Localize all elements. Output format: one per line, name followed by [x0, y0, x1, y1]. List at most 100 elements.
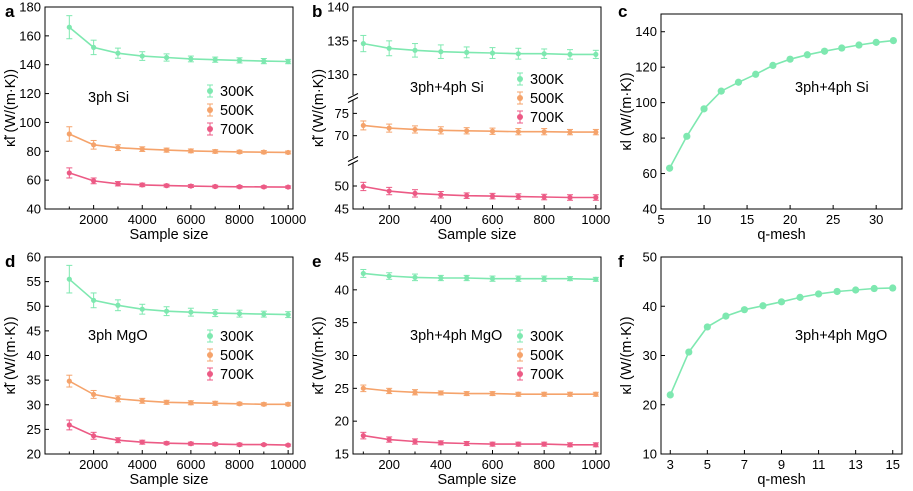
data-point — [261, 184, 267, 190]
panel-label: b — [312, 2, 322, 21]
data-point — [567, 51, 573, 57]
y-tick-label: 40 — [643, 299, 657, 314]
data-point — [515, 441, 521, 447]
x-tick-label: 1000 — [581, 212, 610, 227]
data-point — [515, 391, 521, 397]
legend-marker — [517, 352, 523, 358]
data-point — [115, 302, 121, 308]
data-point — [489, 441, 496, 447]
data-point — [703, 323, 711, 331]
y-tick-label: 50 — [27, 299, 41, 314]
legend-marker — [207, 352, 213, 358]
panel-annotation: 3ph+4ph MgO — [795, 328, 887, 344]
x-tick-label: 800 — [533, 212, 555, 227]
series-300K — [360, 268, 599, 282]
data-point — [593, 442, 599, 448]
data-point — [717, 87, 725, 95]
panel-label: d — [5, 252, 15, 271]
data-point — [489, 390, 496, 397]
y-tick-label: 75 — [335, 106, 349, 121]
data-point — [438, 192, 444, 198]
x-tick-label: 15 — [740, 212, 754, 227]
data-point — [163, 308, 170, 314]
data-point — [115, 437, 121, 443]
panel-annotation: 3ph MgO — [88, 328, 148, 344]
data-point — [360, 183, 366, 190]
legend-label: 300K — [220, 84, 254, 100]
data-point — [489, 276, 496, 282]
data-point — [796, 293, 804, 301]
data-point — [139, 306, 145, 312]
data-point — [66, 422, 72, 428]
data-point — [889, 36, 897, 45]
data-point — [212, 400, 218, 406]
data-point — [567, 194, 573, 201]
series-line — [68, 278, 289, 316]
y-tick-label: 80 — [27, 144, 41, 159]
axis-break-mark — [347, 97, 359, 103]
data-point — [489, 128, 496, 134]
data-point — [838, 44, 846, 52]
series-line — [363, 185, 596, 199]
data-point — [541, 276, 547, 282]
data-point — [412, 126, 418, 133]
data-point — [464, 275, 470, 281]
data-point — [139, 398, 145, 404]
data-point — [438, 275, 444, 281]
data-point — [212, 310, 218, 316]
y-tick-label: 160 — [19, 28, 41, 43]
x-tick-label: 25 — [826, 212, 840, 227]
series-line — [68, 380, 289, 406]
x-tick-label: 5 — [657, 212, 664, 227]
axis-break-mark — [347, 160, 359, 166]
x-axis-label: q-mesh — [757, 227, 805, 243]
data-point — [66, 170, 72, 176]
data-point — [412, 190, 418, 196]
series-500K — [66, 126, 292, 156]
data-point — [889, 284, 897, 292]
series-line — [363, 434, 596, 446]
data-point — [464, 128, 470, 134]
data-point — [91, 391, 97, 398]
data-point — [734, 78, 743, 86]
x-tick-label: 200 — [378, 212, 400, 227]
legend-label: 700K — [530, 367, 564, 383]
data-point — [91, 142, 97, 148]
y-tick-label: 30 — [643, 348, 657, 363]
data-point — [438, 440, 444, 446]
y-tick-label: 100 — [635, 95, 657, 110]
data-point — [833, 287, 841, 296]
x-tick-label: 30 — [869, 212, 883, 227]
data-point — [91, 178, 97, 184]
series-line — [68, 26, 289, 63]
legend-label: 700K — [220, 122, 254, 138]
data-point — [66, 131, 72, 137]
data-point — [870, 284, 878, 293]
data-point — [139, 146, 145, 152]
legend-label: 500K — [220, 348, 254, 364]
y-tick-label: 55 — [27, 274, 41, 289]
data-point — [464, 440, 470, 447]
legend-marker — [207, 333, 213, 339]
data-point — [438, 49, 444, 55]
y-tick-label: 180 — [19, 0, 41, 15]
x-tick-label: 10000 — [270, 457, 306, 472]
data-point — [139, 439, 145, 445]
panel-d: 2000 4000 6000 8000 10000 20 25 30 35 40 45 50 55 60 S… — [3, 250, 306, 489]
x-tick-label: 10 — [697, 212, 711, 227]
panel-e: 200 400 600 800 1000 15 20 25 30 35 40 45 Sample siz… — [311, 250, 610, 489]
y-axis-label: κ̃l (W/(m·K)) — [311, 69, 327, 147]
x-axis-label: Sample size — [130, 227, 209, 243]
data-point — [593, 129, 599, 135]
x-axis-label: Sample size — [438, 472, 517, 488]
x-tick-label: 15 — [885, 457, 899, 472]
data-point — [567, 129, 573, 135]
data-point — [285, 184, 291, 190]
panel-label: c — [618, 2, 627, 21]
series-700K — [360, 431, 599, 448]
data-point — [803, 51, 811, 59]
x-tick-label: 10000 — [270, 212, 306, 227]
y-tick-label: 140 — [635, 24, 657, 39]
legend-label: 500K — [530, 91, 564, 107]
x-tick-label: 600 — [482, 457, 504, 472]
